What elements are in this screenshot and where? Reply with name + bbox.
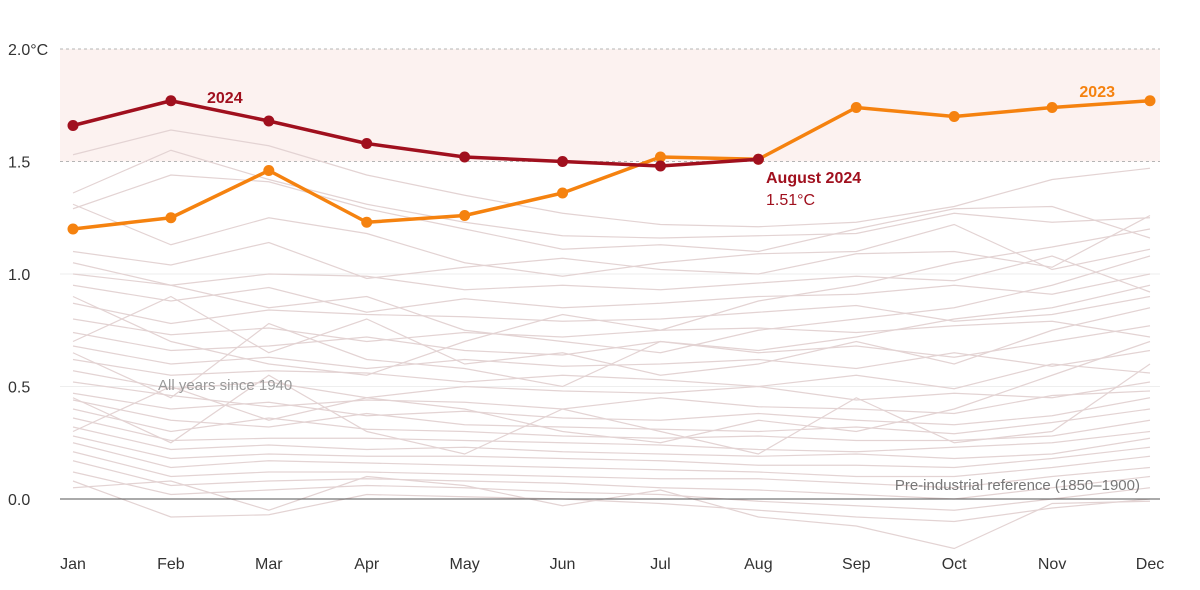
y-tick-label: 1.0 xyxy=(8,267,30,284)
data-point-2023 xyxy=(67,223,79,235)
series-label-2023: 2023 xyxy=(1079,84,1115,101)
background-year-line xyxy=(72,451,1151,489)
background-year-line xyxy=(72,399,1151,435)
series-label-2024: 2024 xyxy=(207,90,243,107)
background-year-line xyxy=(72,295,1151,376)
background-year-line xyxy=(72,255,1151,354)
x-tick-label: Sep xyxy=(842,556,871,573)
background-year-line xyxy=(72,435,1151,469)
background-year-line xyxy=(72,273,1151,313)
background-year-line xyxy=(72,417,1151,453)
background-year-lines xyxy=(72,129,1151,550)
data-point-2024 xyxy=(557,156,569,167)
data-point-2023 xyxy=(557,187,569,199)
data-point-2023 xyxy=(263,165,275,176)
x-tick-label: Mar xyxy=(255,556,283,573)
data-point-2024 xyxy=(361,138,373,149)
x-tick-label: Jun xyxy=(550,556,576,573)
background-year-line xyxy=(72,228,1151,376)
data-point-2023 xyxy=(165,212,177,224)
highlight-value: 1.51°C xyxy=(766,192,815,209)
data-point-2024 xyxy=(459,151,471,163)
background-year-line xyxy=(72,255,1151,293)
x-tick-label: Jul xyxy=(650,556,670,573)
highlight-title: August 2024 xyxy=(766,170,861,187)
y-tick-label: 2.0°C xyxy=(8,42,48,59)
above-1-5-band xyxy=(60,49,1160,162)
background-year-line xyxy=(72,358,1151,390)
reference-label: Pre-industrial reference (1850–1900) xyxy=(895,477,1140,494)
y-tick-label: 0.0 xyxy=(8,492,30,509)
data-point-2024 xyxy=(263,115,275,127)
background-year-line xyxy=(72,392,1151,426)
data-point-2024 xyxy=(67,120,79,131)
background-year-line xyxy=(72,203,1151,277)
data-point-2023 xyxy=(948,111,960,122)
background-year-line xyxy=(72,149,1151,239)
background-year-line xyxy=(72,471,1151,511)
background-year-line xyxy=(72,460,1151,500)
data-point-2023 xyxy=(1046,102,1058,113)
background-year-line xyxy=(72,174,1151,253)
data-point-2023 xyxy=(1144,95,1156,107)
background-year-line xyxy=(72,381,1151,415)
background-year-line xyxy=(72,370,1151,401)
data-point-2023 xyxy=(361,216,373,228)
x-tick-label: Feb xyxy=(157,556,185,573)
background-year-line xyxy=(72,318,1151,343)
x-tick-label: Dec xyxy=(1136,556,1164,573)
x-tick-label: Nov xyxy=(1038,556,1066,573)
background-year-line xyxy=(72,442,1151,478)
data-point-2024 xyxy=(752,153,764,165)
x-tick-label: May xyxy=(450,556,480,573)
background-year-line xyxy=(72,426,1151,460)
x-tick-label: Aug xyxy=(744,556,772,573)
data-point-2023 xyxy=(654,151,666,163)
background-year-line xyxy=(72,345,1151,370)
y-tick-label: 0.5 xyxy=(8,380,30,397)
background-year-line xyxy=(72,214,1151,280)
series-line-2024 xyxy=(72,99,759,168)
background-lines-label: All years since 1940 xyxy=(158,377,292,394)
background-year-line xyxy=(72,129,1151,228)
data-point-2023 xyxy=(850,102,862,113)
background-year-line xyxy=(72,480,1151,523)
x-tick-label: Oct xyxy=(942,556,967,573)
background-year-line xyxy=(72,475,1151,550)
x-tick-label: Apr xyxy=(354,556,380,573)
background-year-line xyxy=(72,363,1151,455)
data-point-2024 xyxy=(165,95,177,107)
x-tick-label: Jan xyxy=(60,556,86,573)
background-year-line xyxy=(72,340,1151,444)
y-tick-label: 1.5 xyxy=(8,155,30,172)
series-line-2023 xyxy=(72,99,1151,231)
background-year-line xyxy=(72,295,1151,325)
data-point-2023 xyxy=(459,210,471,221)
data-point-2024 xyxy=(654,160,666,172)
